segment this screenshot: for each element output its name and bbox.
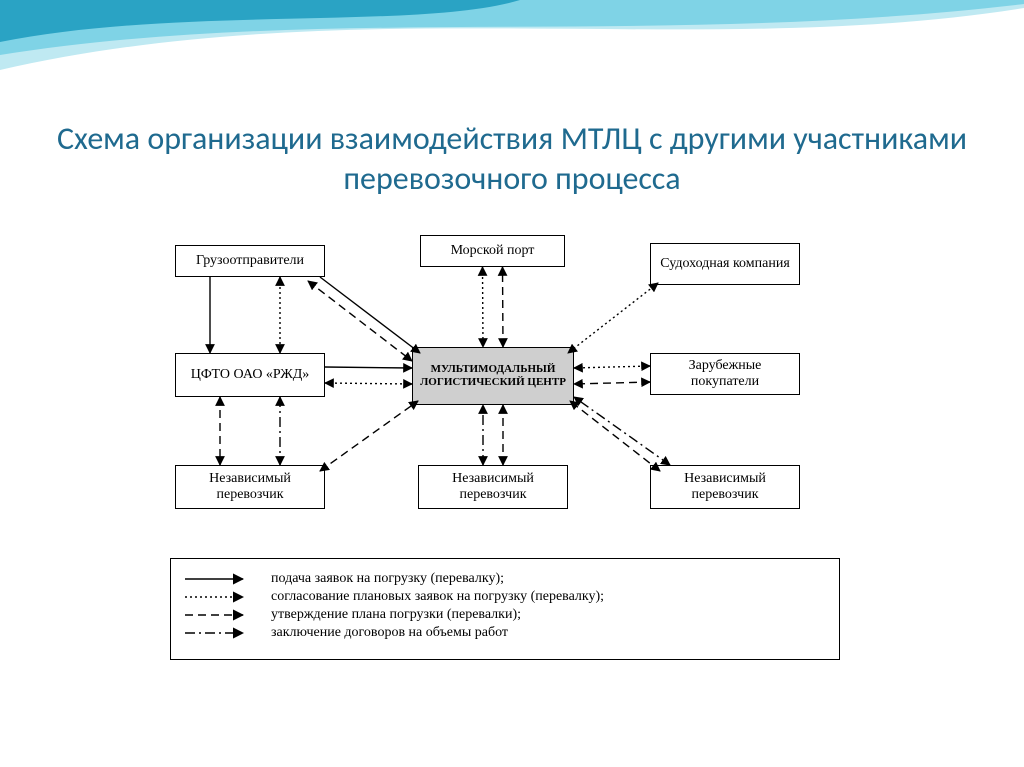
slide-title: Схема организации взаимодействия МТЛЦ с … <box>40 119 984 199</box>
legend-text: подача заявок на погрузку (перевалку); <box>271 571 504 587</box>
edge-buyers-center-dotted <box>574 366 650 368</box>
node-buyers: Зарубежные покупатели <box>650 353 800 395</box>
node-cfto: ЦФТО ОАО «РЖД» <box>175 353 325 397</box>
edge-carrier3-center-dashdot <box>574 397 670 465</box>
diagram-area: Грузоотправители Морской порт Судоходная к… <box>160 225 860 535</box>
legend-line-dotted <box>183 590 253 604</box>
node-shippers: Грузоотправители <box>175 245 325 277</box>
legend-text: согласование плановых заявок на погрузку… <box>271 589 604 605</box>
edge-center-seaport-dashed <box>503 267 504 347</box>
edge-seaport-center-dotted <box>483 267 484 347</box>
slide: { "title": { "text": "Схема организации … <box>0 0 1024 767</box>
legend-text: утверждение плана погрузки (перевалки); <box>271 607 521 623</box>
legend-row-dashdot: заключение договоров на объемы работ <box>183 625 827 641</box>
edge-carrier3-center-dashed <box>570 401 660 471</box>
edge-carrier1-center-dashed <box>320 401 418 471</box>
edge-cfto-center-solid <box>325 367 412 368</box>
node-shipco: Судоходная компания <box>650 243 800 285</box>
edge-buyers-center-dashed <box>574 382 650 384</box>
legend-row-solid: подача заявок на погрузку (перевалку); <box>183 571 827 587</box>
legend-row-dotted: согласование плановых заявок на погрузку… <box>183 589 827 605</box>
node-carrier2: Независимый перевозчик <box>418 465 568 509</box>
slide-title-text: Схема организации взаимодействия МТЛЦ с … <box>57 119 967 198</box>
node-carrier1: Независимый перевозчик <box>175 465 325 509</box>
node-carrier3: Независимый перевозчик <box>650 465 800 509</box>
legend-text: заключение договоров на объемы работ <box>271 625 508 641</box>
legend-box: подача заявок на погрузку (перевалку); со… <box>170 558 840 660</box>
edge-shippers-center-dashed <box>308 281 412 361</box>
legend-line-dashed <box>183 608 253 622</box>
node-seaport: Морской порт <box>420 235 565 267</box>
node-center: МУЛЬТИМОДАЛЬНЫЙ ЛОГИСТИЧЕСКИЙ ЦЕНТР <box>412 347 574 405</box>
legend-line-solid <box>183 572 253 586</box>
edge-shippers-center-solid <box>320 277 420 353</box>
corner-swoosh <box>0 0 1024 120</box>
edge-shipco-center-dotted <box>568 283 658 353</box>
edge-cfto-center-dotted <box>325 383 412 384</box>
legend-line-dashdot <box>183 626 253 640</box>
legend-row-dashed: утверждение плана погрузки (перевалки); <box>183 607 827 623</box>
